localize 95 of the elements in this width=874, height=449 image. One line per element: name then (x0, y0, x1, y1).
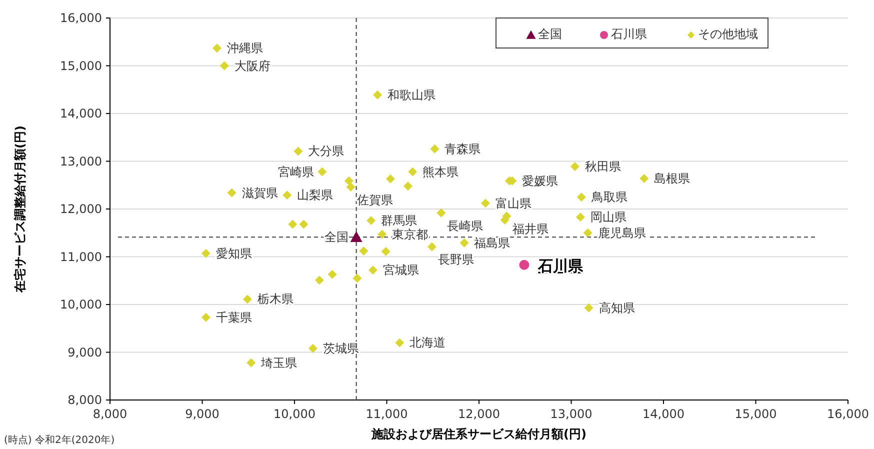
point (576, 192, 586, 202)
y-tick-label: 15,000 (60, 58, 102, 73)
point (386, 174, 395, 184)
point (318, 167, 327, 176)
point (584, 303, 594, 312)
annotation: 秋田県 (584, 160, 621, 174)
y-tick-label: 9,000 (68, 345, 102, 360)
point (212, 44, 222, 53)
annotation: 大分県 (308, 144, 344, 158)
annotation: 佐賀県 (356, 193, 393, 208)
annotation: 鹿児島県 (598, 226, 646, 240)
point (344, 176, 354, 186)
x-tick-label: 11,000 (366, 407, 408, 421)
y-axis-title: 在宅サービス調整給付月額(円) (13, 126, 27, 294)
annotation: 鳥取県 (590, 190, 628, 204)
x-tick-label: 15,000 (734, 407, 777, 421)
legend-label: 石川県 (611, 27, 647, 41)
annotation: 富山県 (495, 196, 532, 210)
annotation: 岡山県 (590, 210, 626, 224)
point (378, 230, 387, 239)
point (373, 90, 382, 100)
point (328, 270, 337, 279)
y-tick-label: 14,000 (60, 106, 102, 120)
x-tick-label: 8,000 (92, 407, 128, 421)
point (308, 344, 318, 353)
annotation: 島根県 (654, 171, 690, 186)
annotation: 群馬県 (381, 213, 418, 228)
point (403, 182, 412, 191)
annotation: 愛媛県 (522, 174, 558, 188)
point (427, 242, 436, 252)
x-tick-label: 14,000 (642, 407, 684, 421)
point (220, 61, 229, 70)
point (395, 338, 404, 348)
point (640, 174, 649, 183)
annotation: 滋賀県 (242, 186, 278, 200)
point (242, 294, 252, 304)
y-tick-label: 13,000 (60, 154, 102, 168)
y-tick-label: 16,000 (60, 11, 102, 25)
point (299, 220, 308, 229)
point (368, 266, 378, 275)
y-tick-label: 12,000 (60, 202, 102, 216)
text: (時点) 令和2年(2020年) (4, 434, 115, 446)
x-tick-label: 13,000 (550, 407, 592, 421)
point (288, 220, 298, 229)
annotation: 茨城県 (322, 341, 359, 356)
annotation: 千葉県 (216, 310, 252, 324)
annotation: 大阪府 (234, 58, 270, 73)
annotation: 北海道 (410, 336, 446, 350)
point (201, 312, 210, 322)
point (282, 190, 292, 200)
point (294, 146, 303, 156)
point (430, 144, 440, 154)
x-tick-label: 16,000 (827, 407, 869, 421)
annotation: 宮崎県 (278, 164, 314, 179)
x-axis-title: 施設および居住系サービス給付月額(円) (370, 427, 586, 441)
point (381, 246, 390, 256)
annotation: 熊本県 (422, 164, 459, 179)
annotation: 山梨県 (297, 188, 334, 202)
point (352, 274, 362, 283)
x-tick-label: 9,000 (185, 407, 220, 421)
y-tick-label: 11,000 (60, 250, 102, 264)
point (519, 260, 530, 270)
annotation: 栃木県 (257, 292, 294, 306)
annotation: 福井県 (512, 222, 549, 236)
x-tick-label: 12,000 (458, 407, 500, 421)
annotation: 福島県 (474, 236, 510, 250)
point (570, 162, 580, 172)
annotation: 青森県 (444, 142, 481, 156)
point (314, 276, 324, 285)
point (201, 248, 210, 258)
point (227, 188, 236, 198)
y-tick-label: 8,000 (68, 393, 102, 407)
legend-label: 全国 (538, 27, 562, 41)
annotation: 和歌山県 (388, 88, 436, 102)
point (359, 246, 368, 256)
annotation: 長野県 (438, 252, 474, 267)
annotation: 沖縄県 (227, 41, 264, 56)
point (576, 212, 585, 222)
legend-label: その他地域 (698, 27, 758, 41)
point (246, 358, 256, 368)
annotation: 高知県 (598, 300, 635, 315)
annotation: 埼玉県 (260, 356, 298, 370)
point (350, 231, 362, 242)
point (436, 208, 446, 218)
y-tick-label: 10,000 (60, 298, 102, 312)
point (408, 167, 418, 176)
annotation: 愛知県 (216, 246, 252, 260)
point (480, 198, 490, 208)
point (460, 238, 469, 248)
point (366, 216, 376, 225)
point (346, 182, 356, 192)
point (583, 228, 592, 238)
annotation: 宮城県 (382, 263, 419, 278)
x-tick-label: 10,000 (274, 407, 316, 421)
annotation: 長崎県 (447, 218, 484, 233)
